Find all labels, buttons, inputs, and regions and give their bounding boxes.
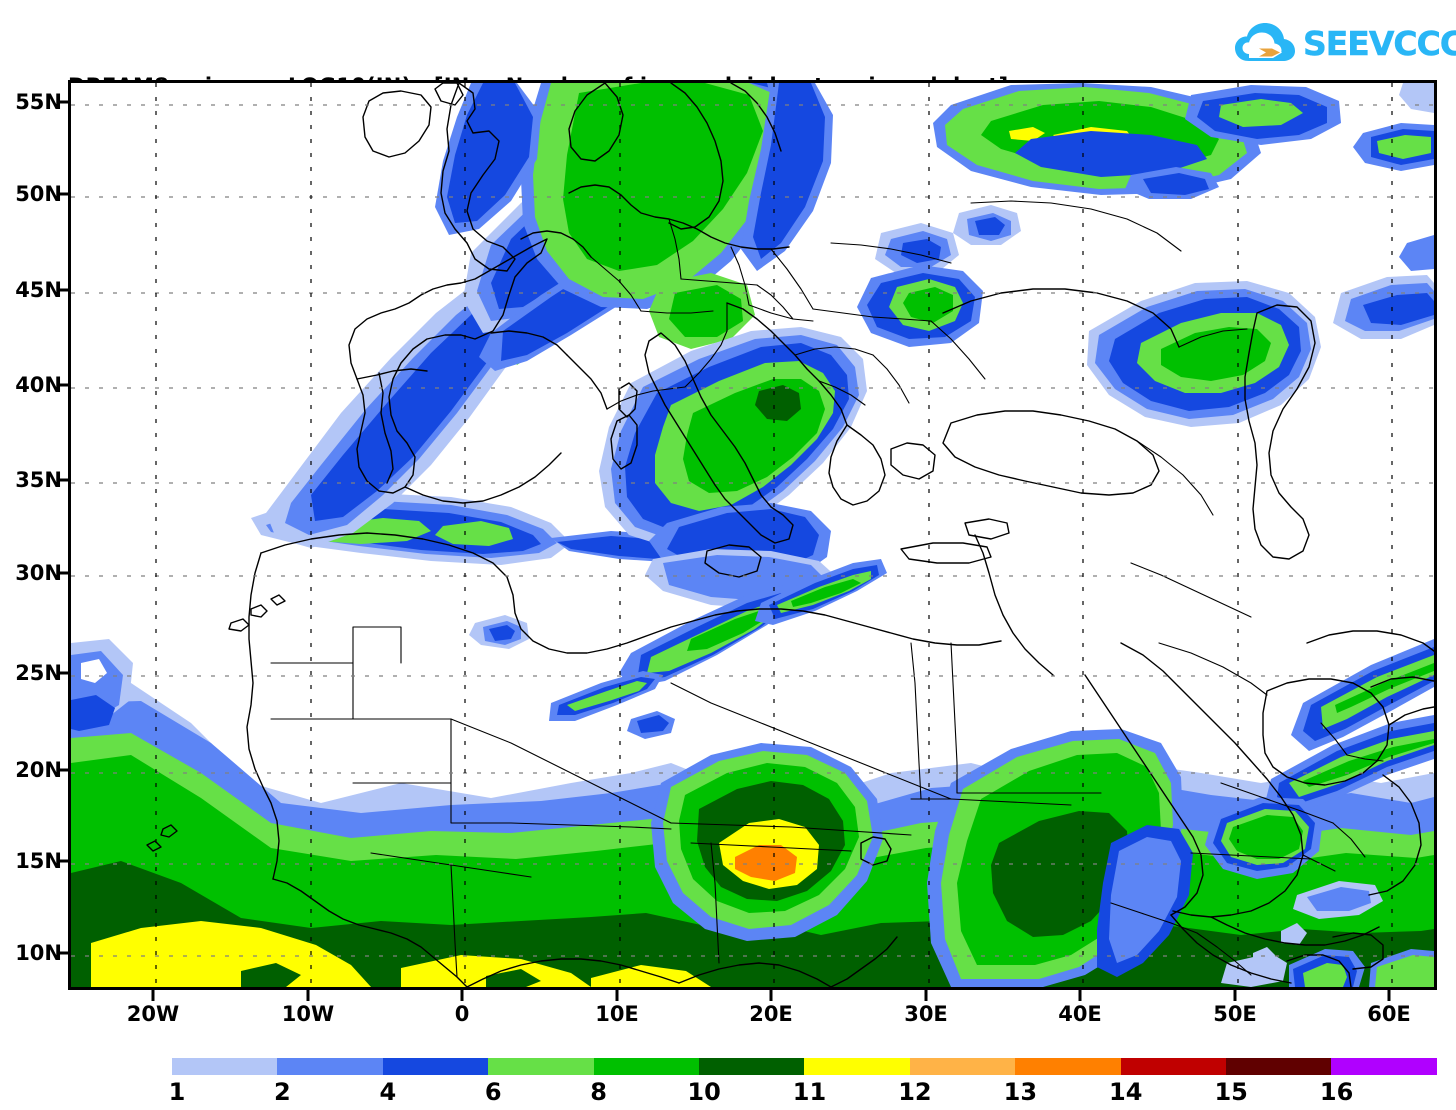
colorbar-tick-labels: 1 2 4 6 8 10 11 12 13 14 15 16	[0, 1078, 1456, 1110]
colorbar-band-1[interactable]	[172, 1058, 278, 1075]
y-tick-35n	[57, 478, 68, 482]
colorbar-label-11: 11	[792, 1078, 827, 1106]
colorbar-band-4[interactable]	[382, 1058, 489, 1075]
y-tick-25n	[57, 671, 68, 675]
x-tick-label-0: 0	[454, 1002, 470, 1026]
header: DREAM8-asim: LOG10(IN) [IN — Number of i…	[0, 0, 1456, 185]
x-tick-label-60e: 60E	[1367, 1002, 1411, 1026]
colorbar-band-8[interactable]	[593, 1058, 700, 1075]
colorbar: 1 2 4 6 8 10 11 12 13 14 15 16	[0, 1052, 1456, 1110]
colorbar-label-13: 13	[1003, 1078, 1038, 1106]
y-tick-55n	[57, 100, 68, 104]
x-tick-0	[460, 990, 464, 1001]
colorbar-label-12: 12	[898, 1078, 932, 1106]
y-tick-label-25n: 25N	[15, 661, 62, 685]
colorbar-band-12[interactable]	[909, 1058, 1016, 1075]
forecast-map-plot[interactable]	[68, 80, 1437, 990]
x-tick-label-10w: 10W	[281, 1002, 335, 1026]
y-tick-label-35n: 35N	[15, 468, 62, 492]
colorbar-band-15[interactable]	[1226, 1058, 1332, 1075]
colorbar-label-16: 16	[1319, 1078, 1354, 1106]
logo-text: SEEVCCC	[1303, 23, 1456, 63]
colorbar-band-10[interactable]	[699, 1058, 805, 1075]
grid-layer-vertical	[155, 83, 1393, 987]
x-tick-40e	[1078, 990, 1082, 1001]
y-tick-label-55n: 55N	[15, 90, 62, 114]
x-tick-label-10e: 10E	[595, 1002, 639, 1026]
x-tick-60e	[1387, 990, 1391, 1001]
x-tick-30e	[924, 990, 928, 1001]
colorbar-band-13[interactable]	[1015, 1058, 1121, 1075]
x-tick-label-20e: 20E	[749, 1002, 793, 1026]
y-tick-40n	[57, 383, 68, 387]
colorbar-bands[interactable]	[172, 1058, 1437, 1075]
y-tick-20n	[57, 768, 68, 772]
y-tick-label-15n: 15N	[15, 849, 62, 873]
colorbar-band-6[interactable]	[488, 1058, 594, 1075]
x-tick-10w	[306, 990, 310, 1001]
y-tick-label-40n: 40N	[15, 373, 62, 397]
y-tick-label-30n: 30N	[15, 561, 62, 585]
colorbar-label-10: 10	[687, 1078, 721, 1106]
x-tick-label-20w: 20W	[126, 1002, 180, 1026]
dust-shading-layer	[71, 83, 1434, 987]
y-tick-45n	[57, 288, 68, 292]
colorbar-band-2[interactable]	[277, 1058, 383, 1075]
arrow-icon	[1259, 48, 1280, 57]
x-tick-20e	[769, 990, 773, 1001]
colorbar-label-8: 8	[590, 1078, 608, 1106]
colorbar-band-11[interactable]	[804, 1058, 910, 1075]
colorbar-label-2: 2	[274, 1078, 291, 1106]
x-tick-10e	[615, 990, 619, 1001]
map-canvas	[71, 83, 1434, 987]
colorbar-label-14: 14	[1109, 1078, 1143, 1106]
coastline-layer	[146, 83, 1434, 987]
y-tick-30n	[57, 571, 68, 575]
grid-layer	[71, 104, 1434, 957]
colorbar-band-16[interactable]	[1331, 1058, 1437, 1075]
y-tick-label-10n: 10N	[15, 941, 62, 965]
x-tick-label-40e: 40E	[1058, 1002, 1102, 1026]
colorbar-band-14[interactable]	[1120, 1058, 1227, 1075]
y-tick-15n	[57, 859, 68, 863]
y-tick-label-20n: 20N	[15, 758, 62, 782]
colorbar-label-1: 1	[168, 1078, 186, 1106]
colorbar-label-15: 15	[1214, 1078, 1248, 1106]
seevccc-logo: SEEVCCC	[1233, 16, 1456, 70]
y-tick-label-50n: 50N	[15, 182, 62, 206]
x-tick-label-30e: 30E	[904, 1002, 948, 1026]
cloud-icon	[1233, 19, 1297, 67]
y-tick-10n	[57, 951, 68, 955]
colorbar-label-4: 4	[379, 1078, 397, 1106]
x-tick-50e	[1233, 990, 1237, 1001]
y-tick-label-45n: 45N	[15, 278, 62, 302]
map-svg	[71, 83, 1434, 987]
x-tick-20w	[151, 990, 155, 1001]
colorbar-label-6: 6	[484, 1078, 502, 1106]
x-tick-label-50e: 50E	[1213, 1002, 1257, 1026]
y-tick-50n	[57, 192, 68, 196]
